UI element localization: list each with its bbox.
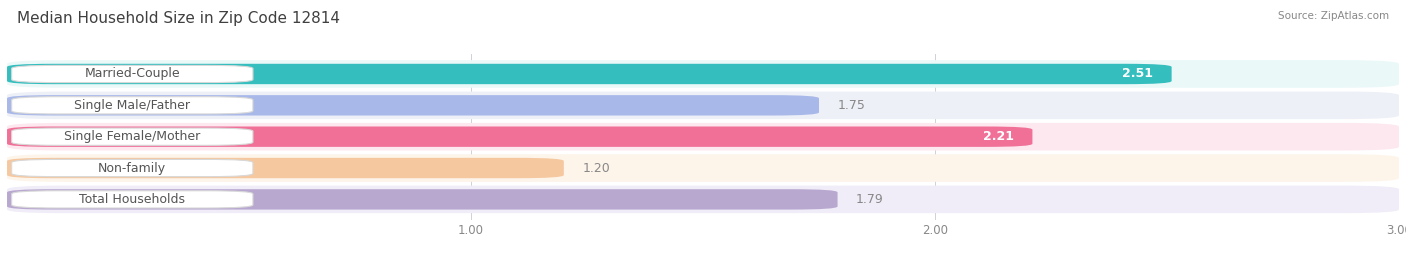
- Text: Median Household Size in Zip Code 12814: Median Household Size in Zip Code 12814: [17, 11, 340, 26]
- Text: 2.21: 2.21: [983, 130, 1014, 143]
- FancyBboxPatch shape: [7, 64, 1171, 84]
- FancyBboxPatch shape: [11, 128, 253, 145]
- Text: 1.79: 1.79: [856, 193, 884, 206]
- FancyBboxPatch shape: [11, 159, 253, 177]
- FancyBboxPatch shape: [7, 126, 1032, 147]
- Text: 1.75: 1.75: [838, 99, 866, 112]
- FancyBboxPatch shape: [11, 65, 253, 83]
- Text: Single Female/Mother: Single Female/Mother: [65, 130, 201, 143]
- Text: Non-family: Non-family: [98, 162, 166, 174]
- FancyBboxPatch shape: [7, 95, 818, 116]
- Text: Single Male/Father: Single Male/Father: [75, 99, 190, 112]
- FancyBboxPatch shape: [7, 185, 1399, 213]
- FancyBboxPatch shape: [11, 191, 253, 208]
- Text: Total Households: Total Households: [79, 193, 186, 206]
- Text: Source: ZipAtlas.com: Source: ZipAtlas.com: [1278, 11, 1389, 21]
- FancyBboxPatch shape: [7, 123, 1399, 150]
- FancyBboxPatch shape: [7, 158, 564, 178]
- FancyBboxPatch shape: [11, 97, 253, 114]
- FancyBboxPatch shape: [7, 154, 1399, 182]
- FancyBboxPatch shape: [7, 189, 838, 210]
- Text: 1.20: 1.20: [582, 162, 610, 174]
- FancyBboxPatch shape: [7, 60, 1399, 88]
- FancyBboxPatch shape: [7, 92, 1399, 119]
- Text: Married-Couple: Married-Couple: [84, 68, 180, 80]
- Text: 2.51: 2.51: [1122, 68, 1153, 80]
